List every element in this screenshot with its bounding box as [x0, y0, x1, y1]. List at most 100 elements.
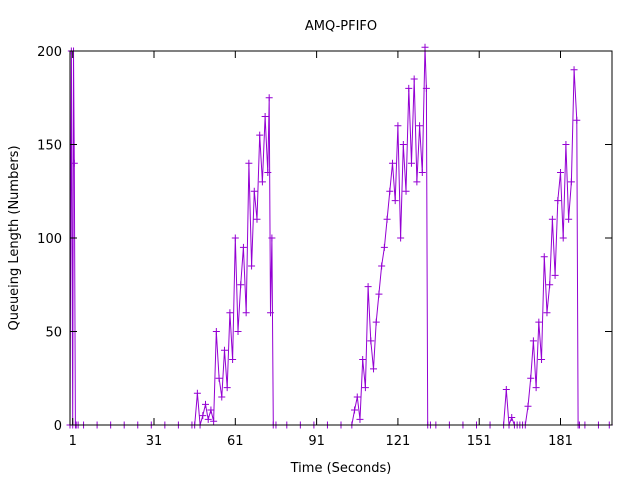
data-point-marker — [250, 187, 258, 195]
data-point-marker — [543, 309, 551, 317]
data-point-marker — [239, 243, 247, 251]
series-line — [69, 47, 610, 426]
data-point-marker — [527, 374, 535, 382]
data-point-marker — [502, 385, 510, 393]
data-point-marker — [422, 84, 430, 92]
data-point-marker — [418, 169, 426, 177]
data-point-marker — [538, 356, 546, 364]
data-point-marker — [413, 178, 421, 186]
data-point-marker — [256, 131, 264, 139]
data-point-marker — [364, 283, 372, 291]
y-axis: 0 50 100 150 200 — [37, 45, 612, 434]
data-point-marker — [529, 337, 537, 345]
data-point-marker — [215, 374, 223, 382]
data-point-marker — [375, 290, 383, 298]
data-point-marker — [386, 187, 394, 195]
data-point-marker — [567, 178, 575, 186]
y-tick-label: 50 — [45, 326, 62, 341]
data-point-marker — [562, 141, 570, 148]
data-point-marker — [193, 389, 201, 397]
data-point-marker — [242, 309, 250, 317]
data-point-marker — [573, 116, 581, 124]
y-tick-label: 200 — [37, 45, 62, 60]
data-point-marker — [407, 159, 415, 167]
data-point-marker — [559, 234, 567, 242]
y-tick-label: 150 — [37, 139, 62, 154]
data-point-marker — [261, 112, 269, 120]
data-point-marker — [234, 328, 242, 335]
data-point-marker — [258, 178, 266, 186]
data-point-marker — [212, 328, 220, 335]
x-axis: 1 31 61 91 121 151 181 — [69, 51, 573, 449]
data-point-marker — [554, 197, 562, 205]
x-tick-label: 91 — [308, 434, 325, 449]
x-tick-label: 1 — [69, 434, 77, 449]
data-point-marker — [268, 234, 276, 242]
data-point-marker — [391, 197, 399, 205]
data-point-marker — [570, 66, 578, 74]
data-point-marker — [237, 281, 245, 289]
x-tick-label: 61 — [227, 434, 244, 449]
data-point-marker — [226, 309, 234, 317]
data-point-marker — [532, 384, 540, 392]
data-point-marker — [248, 262, 256, 270]
data-point-marker — [370, 365, 378, 373]
data-point-marker — [229, 356, 237, 364]
data-point-marker — [508, 414, 516, 422]
data-point-marker — [356, 415, 364, 423]
data-point-marker — [351, 406, 359, 414]
data-point-marker — [223, 384, 231, 392]
data-point-marker — [231, 234, 239, 242]
data-point-marker — [394, 122, 402, 130]
data-point-marker — [546, 281, 554, 289]
data-point-marker — [402, 187, 410, 195]
data-point-marker — [359, 356, 367, 364]
data-point-marker — [399, 141, 407, 148]
chart-title: AMQ-PFIFO — [305, 19, 377, 34]
data-point-marker — [264, 169, 272, 177]
data-point-marker — [378, 262, 386, 270]
series-lines — [69, 47, 610, 426]
x-tick-label: 121 — [385, 434, 410, 449]
data-point-marker — [367, 337, 375, 345]
data-point-marker — [383, 215, 391, 223]
y-tick-label: 0 — [54, 419, 62, 434]
data-point-marker — [353, 393, 361, 401]
data-point-marker — [253, 215, 261, 223]
data-point-marker — [421, 43, 429, 51]
data-point-marker — [70, 159, 78, 167]
data-point-marker — [210, 417, 218, 425]
y-axis-title: Queueing Length (Numbers) — [7, 145, 22, 330]
data-point-marker — [199, 412, 207, 420]
x-axis-title: Time (Seconds) — [290, 461, 392, 476]
data-point-marker — [265, 94, 273, 102]
x-tick-label: 181 — [548, 434, 573, 449]
x-tick-label: 31 — [146, 434, 163, 449]
data-point-marker — [551, 271, 559, 279]
data-point-marker — [380, 243, 388, 251]
data-point-marker — [388, 159, 396, 167]
data-point-marker — [405, 84, 413, 92]
data-point-marker — [245, 159, 253, 167]
plot-frame — [69, 50, 613, 426]
data-point-marker — [540, 253, 548, 261]
data-point-marker — [557, 169, 565, 177]
data-point-marker — [372, 318, 380, 326]
data-point-marker — [548, 215, 556, 223]
data-point-marker — [207, 406, 215, 414]
y-tick-label: 100 — [37, 232, 62, 247]
data-point-marker — [565, 215, 573, 223]
data-point-marker — [204, 415, 212, 423]
data-point-marker — [202, 400, 209, 408]
data-point-marker — [410, 75, 418, 83]
data-point-marker — [361, 384, 369, 392]
data-point-marker — [524, 402, 532, 410]
data-point-marker — [397, 234, 405, 242]
data-point-marker — [220, 346, 228, 354]
data-point-marker — [218, 393, 226, 401]
x-tick-label: 151 — [467, 434, 492, 449]
data-point-marker — [267, 309, 275, 317]
data-point-marker — [535, 318, 543, 326]
data-point-marker — [416, 122, 424, 130]
